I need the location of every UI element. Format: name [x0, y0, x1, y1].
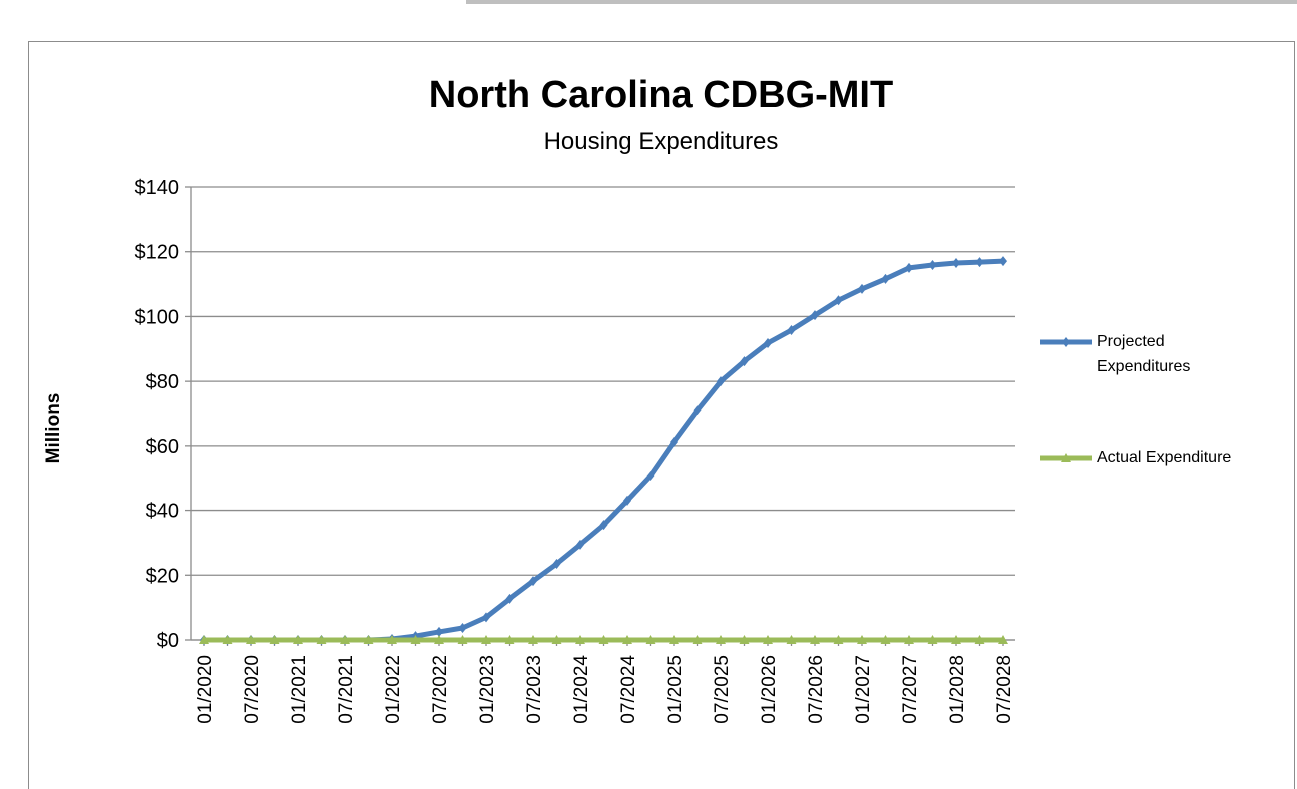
point-marker: [528, 635, 538, 644]
point-marker: [1062, 337, 1070, 347]
point-marker: [717, 376, 725, 387]
point-marker: [951, 635, 961, 644]
point-marker: [857, 635, 867, 644]
y-tick-label: $0: [157, 630, 179, 652]
point-marker: [340, 635, 350, 644]
point-marker: [811, 310, 819, 321]
point-marker: [434, 635, 444, 644]
point-marker: [858, 283, 866, 294]
point-marker: [1061, 453, 1071, 462]
point-marker: [598, 635, 609, 644]
point-marker: [786, 635, 797, 644]
point-marker: [998, 635, 1008, 644]
point-marker: [505, 593, 514, 604]
point-marker: [952, 258, 960, 269]
point-marker: [904, 635, 914, 644]
x-tick-label: 07/2021: [336, 655, 357, 724]
top-bar: [466, 0, 1297, 4]
x-tick-label: 01/2020: [195, 655, 216, 724]
x-tick-label: 01/2025: [665, 655, 686, 724]
point-marker: [481, 635, 491, 644]
x-tick-label: 01/2024: [571, 655, 592, 724]
point-marker: [692, 635, 703, 644]
point-marker: [458, 623, 467, 634]
point-marker: [552, 558, 561, 569]
y-axis-title: Millions: [43, 393, 64, 464]
point-marker: [905, 262, 913, 273]
point-marker: [623, 495, 631, 506]
legend-label: Projected Expenditures: [1097, 333, 1191, 375]
point-marker: [222, 635, 233, 644]
point-marker: [646, 470, 655, 481]
x-tick-label: 01/2026: [759, 655, 780, 724]
y-tick-label: $100: [135, 306, 180, 328]
point-marker: [504, 635, 515, 644]
point-marker: [435, 626, 443, 637]
point-marker: [670, 436, 678, 447]
x-tick-label: 07/2026: [806, 655, 827, 724]
point-marker: [764, 337, 772, 348]
x-tick-label: 07/2024: [618, 655, 639, 724]
x-tick-label: 01/2027: [853, 655, 874, 724]
point-marker: [716, 635, 726, 644]
point-marker: [693, 405, 702, 416]
y-tick-label: $140: [135, 177, 180, 199]
x-tick-label: 07/2027: [900, 655, 921, 724]
x-tick-label: 01/2028: [947, 655, 968, 724]
point-marker: [880, 635, 891, 644]
point-marker: [881, 273, 890, 284]
point-marker: [669, 635, 679, 644]
point-marker: [974, 635, 985, 644]
x-tick-label: 07/2020: [242, 655, 263, 724]
point-marker: [410, 635, 421, 644]
x-tick-label: 07/2022: [430, 655, 451, 724]
point-marker: [269, 635, 280, 644]
x-tick-label: 01/2023: [477, 655, 498, 724]
point-marker: [529, 576, 537, 587]
point-marker: [457, 635, 468, 644]
point-marker: [482, 612, 490, 623]
legend-label: Actual Expenditure: [1097, 449, 1232, 466]
y-tick-label: $60: [146, 436, 179, 458]
point-marker: [999, 256, 1007, 267]
x-tick-label: 07/2023: [524, 655, 545, 724]
y-tick-label: $80: [146, 371, 179, 393]
point-marker: [363, 635, 374, 644]
x-tick-label: 07/2025: [712, 655, 733, 724]
point-marker: [551, 635, 562, 644]
point-marker: [975, 257, 984, 268]
chart-subtitle: Housing Expenditures: [544, 128, 779, 155]
series-line: [204, 258, 1004, 643]
chart-frame: [28, 41, 1295, 789]
x-tick-label: 01/2021: [289, 655, 310, 724]
point-marker: [834, 295, 843, 306]
point-marker: [833, 635, 844, 644]
point-marker: [199, 635, 209, 644]
point-marker: [739, 635, 750, 644]
y-tick-label: $20: [146, 565, 179, 587]
point-marker: [293, 635, 303, 644]
point-marker: [387, 635, 397, 644]
x-tick-label: 01/2022: [383, 655, 404, 724]
point-marker: [927, 635, 938, 644]
x-tick-label: 07/2028: [994, 655, 1015, 724]
point-marker: [622, 635, 632, 644]
point-marker: [928, 259, 937, 270]
point-marker: [599, 520, 608, 531]
point-marker: [316, 635, 327, 644]
y-tick-label: $120: [135, 242, 180, 264]
point-marker: [740, 356, 749, 367]
point-marker: [576, 539, 584, 550]
point-marker: [763, 635, 773, 644]
y-tick-label: $40: [146, 501, 179, 523]
point-marker: [787, 325, 796, 336]
chart-title: North Carolina CDBG-MIT: [429, 74, 893, 116]
point-marker: [246, 635, 256, 644]
point-marker: [645, 635, 656, 644]
point-marker: [575, 635, 585, 644]
point-marker: [810, 635, 820, 644]
